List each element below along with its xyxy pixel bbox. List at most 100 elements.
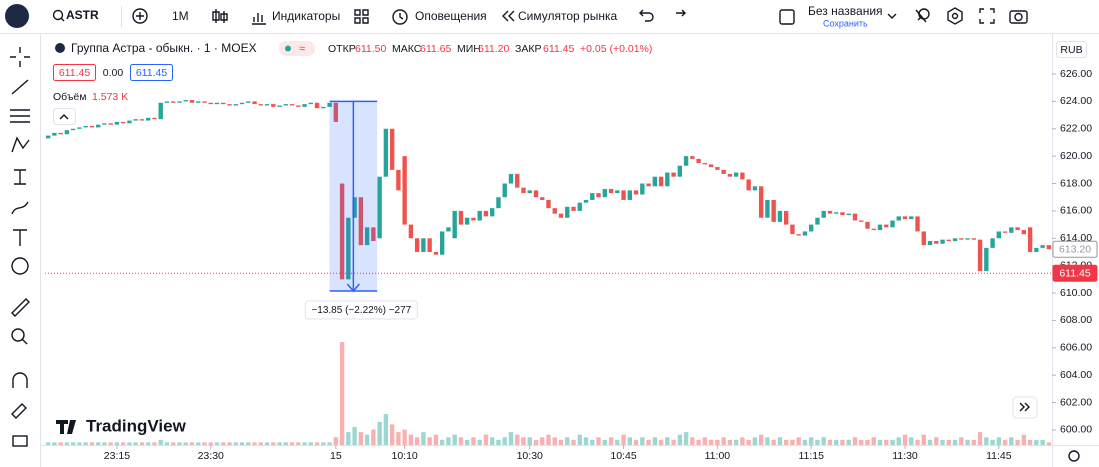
- candle-body: [471, 217, 476, 221]
- candle-body: [721, 169, 726, 174]
- candle-body: [277, 105, 282, 107]
- trend-line[interactable]: [11, 79, 29, 95]
- brand: TradingView: [86, 416, 187, 435]
- volume-bar: [827, 439, 833, 445]
- settings[interactable]: [947, 7, 963, 25]
- volume-bar: [959, 437, 964, 445]
- candle-body: [971, 238, 977, 240]
- left-toolbar: [10, 34, 41, 467]
- candle-body: [940, 239, 945, 244]
- indicators-icon: [252, 13, 266, 25]
- candle-body: [227, 104, 232, 106]
- zoom[interactable]: [11, 328, 25, 342]
- x-tick-label: 23:15: [104, 450, 130, 462]
- candle-body: [45, 135, 51, 139]
- volume-bar: [127, 442, 132, 445]
- candle-body: [1046, 245, 1052, 250]
- redo[interactable]: [676, 9, 686, 17]
- icons[interactable]: [11, 257, 29, 275]
- lock-drawing[interactable]: [11, 403, 27, 419]
- alert-icon: [392, 9, 408, 25]
- candle-body: [865, 221, 870, 229]
- fib[interactable]: [10, 109, 30, 123]
- volume-bar: [239, 442, 245, 445]
- lock[interactable]: [12, 435, 28, 447]
- volume-bar: [927, 439, 933, 445]
- volume-bar: [296, 442, 301, 445]
- volume-bar: [984, 437, 989, 445]
- candle-body: [577, 202, 582, 211]
- candle-body: [877, 224, 883, 231]
- layout-name[interactable]: Без названия: [808, 4, 883, 18]
- candle-body: [727, 173, 733, 177]
- chart-type[interactable]: [212, 9, 228, 23]
- symbol[interactable]: ASTR: [66, 8, 99, 22]
- replay[interactable]: Симулятор рынка: [518, 9, 617, 23]
- volume-bar: [708, 439, 714, 445]
- layout-menu[interactable]: [887, 13, 897, 19]
- x-tick-label: 15: [330, 450, 342, 462]
- volume-bar: [77, 442, 82, 445]
- ruler[interactable]: [11, 298, 30, 317]
- candle-body: [102, 123, 107, 125]
- candle-body: [396, 169, 401, 191]
- avatar[interactable]: [5, 4, 29, 28]
- legend: Группа Астра - обыкн. · 1 · MOEX ≈ ОТКР …: [53, 41, 1087, 462]
- candle-body: [414, 238, 420, 252]
- checkbox[interactable]: [779, 9, 795, 25]
- volume-bar: [83, 442, 88, 445]
- candle-body: [621, 190, 626, 200]
- volume-bar: [214, 442, 220, 445]
- candle-body: [421, 238, 426, 252]
- volume-bar: [740, 437, 745, 445]
- axis-settings[interactable]: [1068, 450, 1080, 462]
- magnet[interactable]: [12, 372, 28, 388]
- screenshot[interactable]: [1009, 10, 1028, 24]
- candle-body: [1015, 227, 1020, 231]
- candle-body: [952, 238, 958, 242]
- collapse-legend[interactable]: [53, 108, 76, 125]
- candle-body: [483, 210, 489, 217]
- volume-bar: [508, 432, 514, 445]
- text-tool[interactable]: [13, 229, 27, 246]
- volume-bar: [339, 342, 345, 445]
- spread: 0.00: [103, 67, 124, 79]
- scroll-to-end[interactable]: [1012, 396, 1038, 419]
- candle-body: [790, 224, 795, 235]
- sell-box[interactable]: [53, 64, 96, 81]
- candle-body: [733, 172, 739, 177]
- volume-bar: [921, 434, 926, 445]
- volume-bar: [565, 437, 570, 445]
- volume-bar: [540, 437, 545, 445]
- candle-body: [508, 173, 514, 184]
- interval[interactable]: 1М: [172, 9, 189, 23]
- volume-bar: [859, 439, 864, 445]
- undo[interactable]: [639, 9, 654, 22]
- volume-bar: [977, 432, 983, 445]
- volume-bar: [733, 439, 739, 445]
- fullscreen[interactable]: [979, 8, 995, 24]
- layouts[interactable]: [354, 9, 369, 24]
- currency-box[interactable]: [1056, 41, 1087, 58]
- add-symbol[interactable]: [132, 8, 148, 24]
- volume-bar: [1015, 439, 1020, 445]
- pattern[interactable]: [11, 136, 30, 153]
- indicators[interactable]: Индикаторы: [272, 9, 340, 23]
- candle-body: [164, 101, 170, 103]
- measure-label-box: [304, 300, 418, 320]
- candle-body: [533, 190, 539, 198]
- alerts[interactable]: Оповещения: [415, 9, 487, 23]
- volume-bar: [396, 432, 401, 445]
- volume-bar: [1046, 442, 1052, 445]
- brush[interactable]: [11, 201, 29, 215]
- candle-body: [433, 251, 439, 255]
- buy-box[interactable]: [130, 64, 173, 81]
- volume-bar: [809, 437, 814, 445]
- candle-body: [540, 197, 545, 200]
- status-pill[interactable]: [279, 41, 315, 56]
- crosshair[interactable]: [10, 47, 30, 67]
- volume-bar: [114, 442, 120, 445]
- candle-body: [977, 239, 983, 272]
- projection[interactable]: [14, 169, 26, 185]
- volume-bar: [196, 442, 201, 445]
